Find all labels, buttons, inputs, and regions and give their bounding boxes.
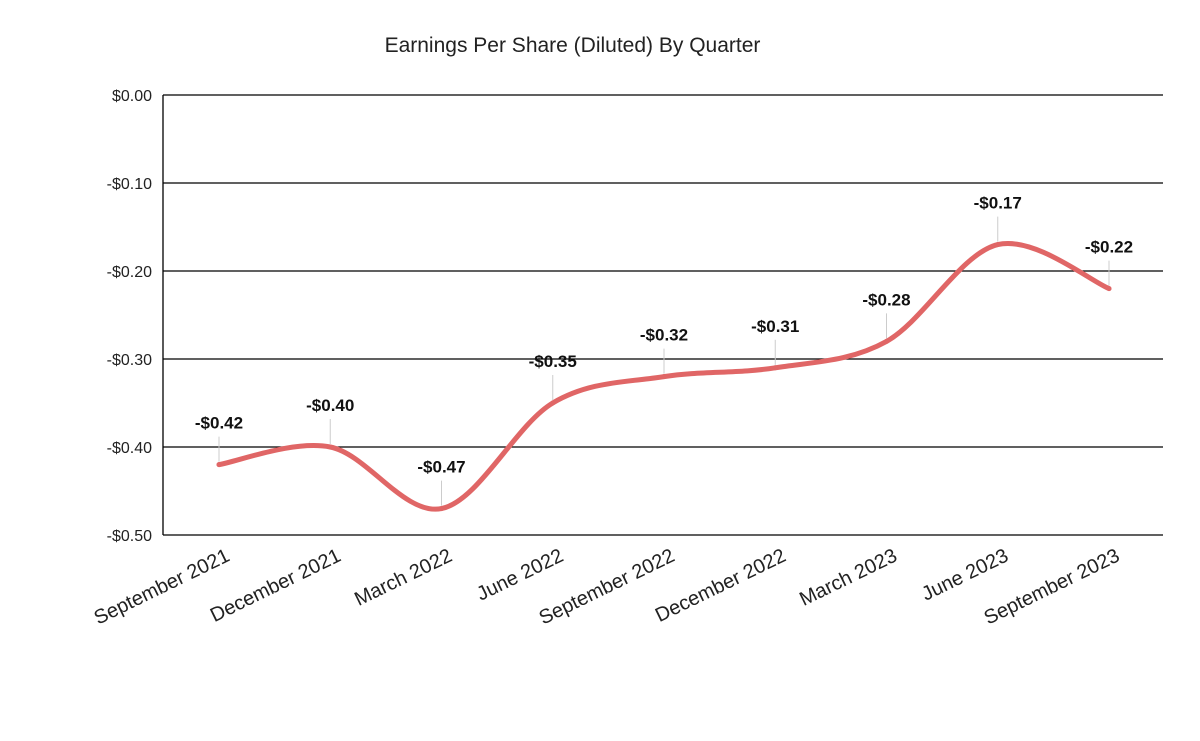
y-tick-label: $0.00 xyxy=(112,88,152,105)
y-tick-label: -$0.20 xyxy=(107,264,152,281)
data-point xyxy=(439,506,444,512)
y-tick-label: -$0.50 xyxy=(107,528,152,545)
data-label: -$0.28 xyxy=(862,290,910,309)
data-point xyxy=(995,242,1001,248)
data-point xyxy=(327,444,333,450)
y-tick-label: -$0.30 xyxy=(107,352,152,369)
data-point xyxy=(550,400,556,406)
data-point xyxy=(884,338,889,344)
data-label: -$0.17 xyxy=(974,194,1022,213)
y-tick-label: -$0.10 xyxy=(107,176,152,193)
data-point xyxy=(216,462,222,468)
x-tick-label: June 2022 xyxy=(473,545,567,606)
x-tick-label: March 2023 xyxy=(796,545,901,611)
data-point xyxy=(1106,286,1112,292)
data-label: -$0.32 xyxy=(640,326,688,345)
data-label: -$0.31 xyxy=(751,317,799,336)
data-label: -$0.42 xyxy=(195,414,243,433)
x-tick-label: March 2022 xyxy=(351,545,456,611)
data-point xyxy=(772,365,778,371)
x-tick-label: June 2023 xyxy=(918,545,1012,606)
chart-title: Earnings Per Share (Diluted) By Quarter xyxy=(384,34,761,57)
data-label: -$0.47 xyxy=(417,458,465,477)
data-label: -$0.35 xyxy=(529,352,577,371)
data-label: -$0.22 xyxy=(1085,238,1133,257)
data-point xyxy=(661,374,667,380)
y-tick-label: -$0.40 xyxy=(107,440,152,457)
data-label: -$0.40 xyxy=(306,396,354,415)
